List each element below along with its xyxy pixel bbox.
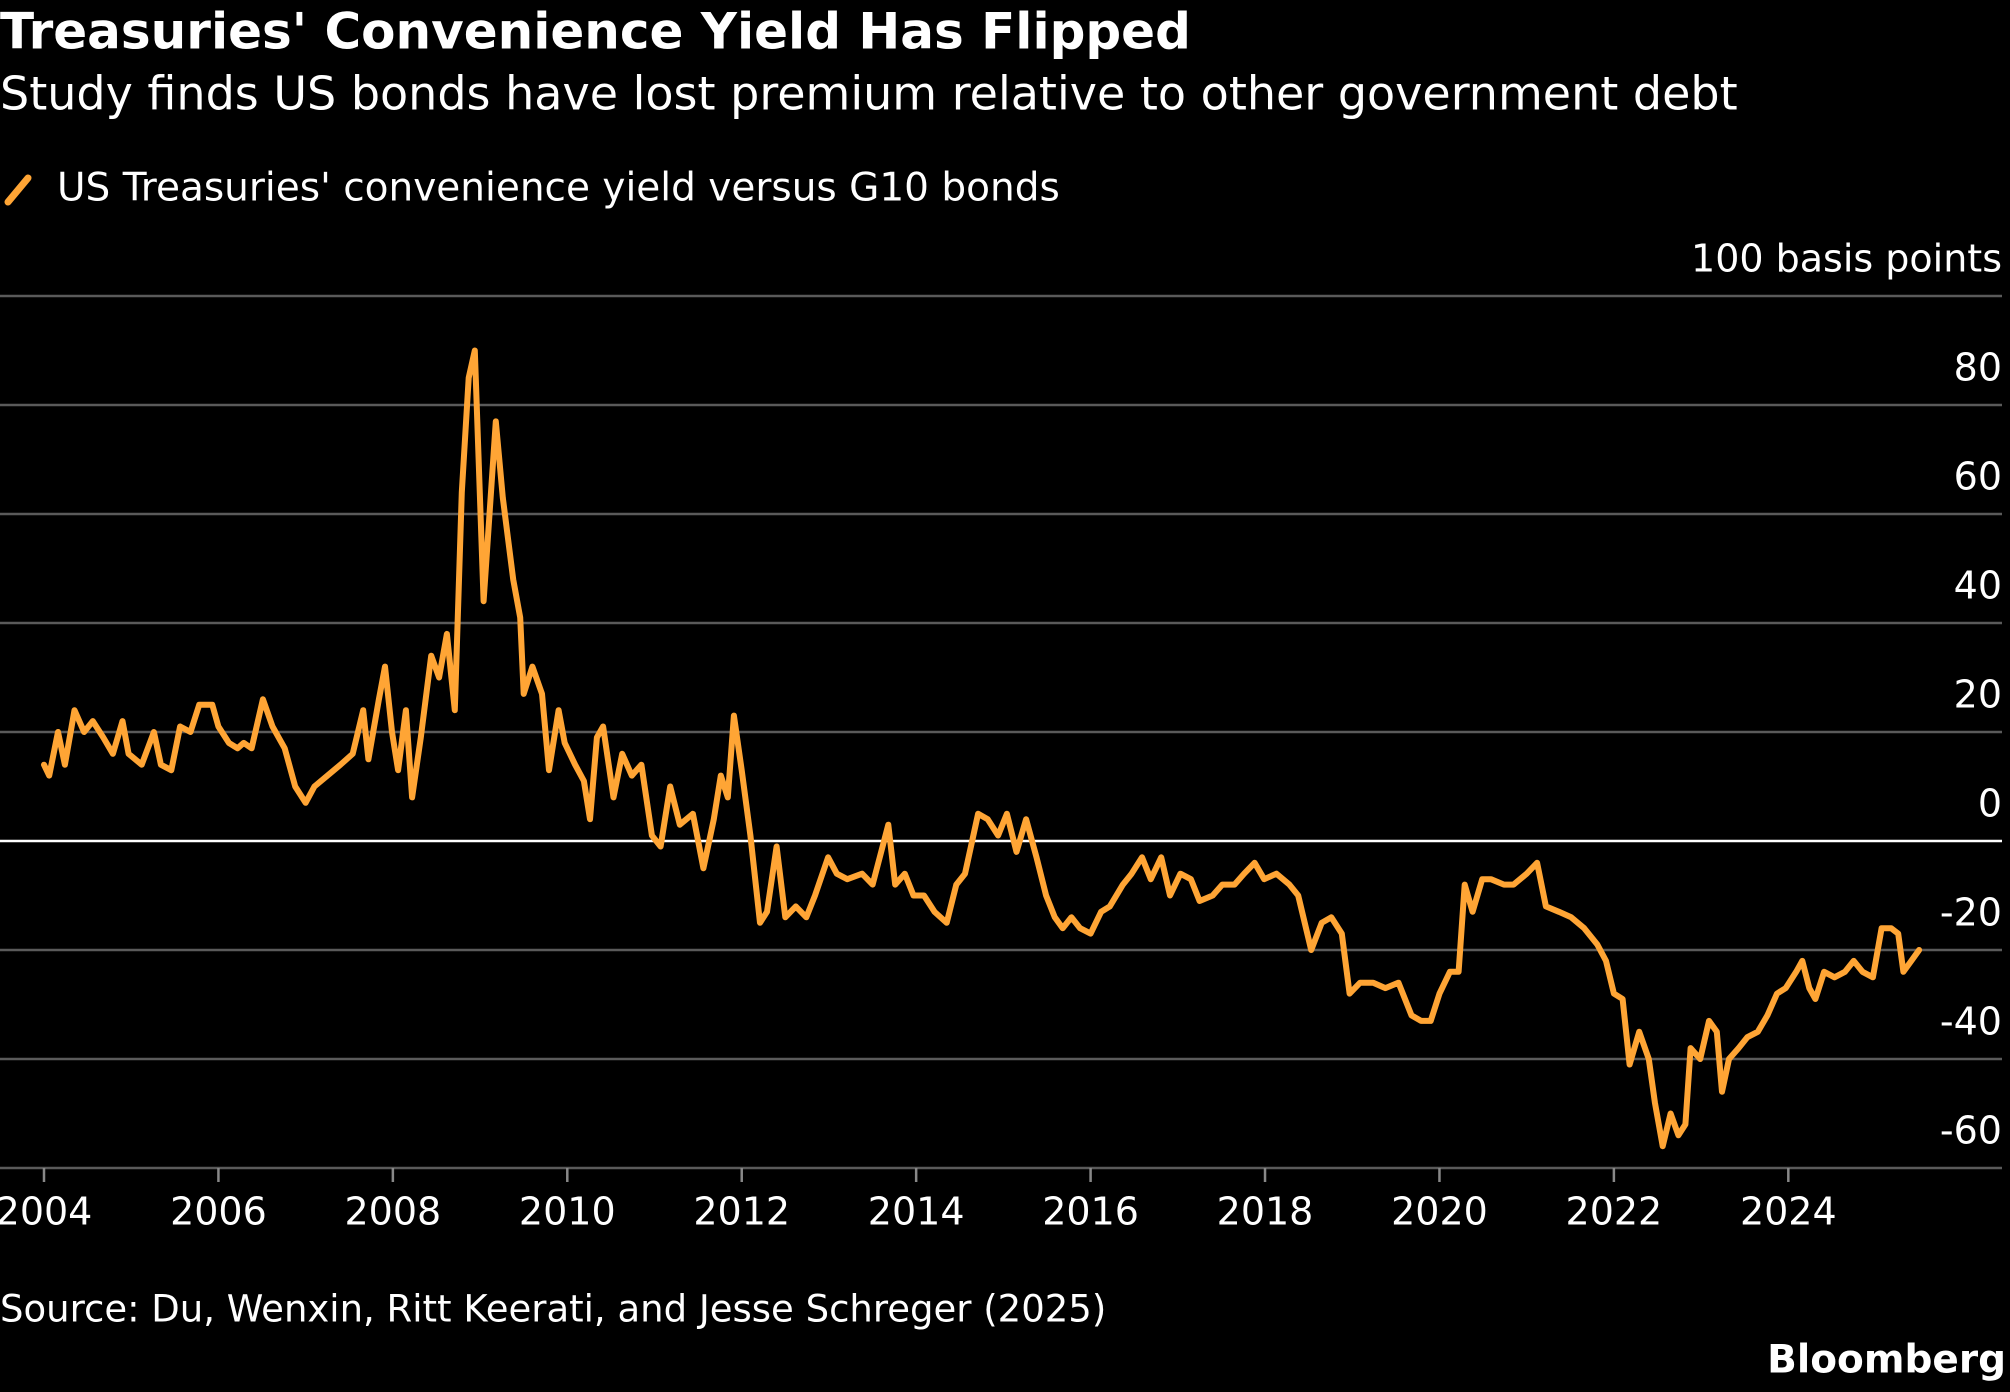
y-tick-label: 60 [1954, 455, 2002, 499]
y-tick-label: 40 [1954, 564, 2002, 608]
legend-swatch [4, 174, 32, 206]
y-tick-label: -40 [1940, 1000, 2002, 1044]
x-tick-label: 2014 [868, 1190, 965, 1234]
chart-subtitle: Study finds US bonds have lost premium r… [0, 67, 1738, 121]
x-tick-label: 2024 [1740, 1190, 1837, 1234]
x-tick-label: 2020 [1391, 1190, 1488, 1234]
x-tick-label: 2022 [1566, 1190, 1663, 1234]
x-tick-label: 2018 [1217, 1190, 1314, 1234]
x-tick-label: 2010 [519, 1190, 616, 1234]
x-tick-label: 2012 [693, 1190, 790, 1234]
chart-title: Treasuries' Convenience Yield Has Flippe… [0, 3, 1191, 61]
x-tick-label: 2016 [1042, 1190, 1139, 1234]
y-tick-label: 80 [1954, 346, 2002, 390]
legend-label: US Treasuries' convenience yield versus … [57, 166, 1060, 211]
y-tick-label: 0 [1978, 782, 2002, 826]
series-line [41, 347, 1923, 1150]
source: Source: Du, Wenxin, Ritt Keerati, and Je… [0, 1288, 1106, 1331]
x-tick-label: 2004 [0, 1190, 92, 1234]
x-tick-label: 2006 [170, 1190, 267, 1234]
y-tick-label: -20 [1940, 891, 2002, 935]
y-tick-label: 20 [1954, 673, 2002, 717]
y-tick-label: -60 [1940, 1109, 2002, 1153]
y-tick-label: 100 basis points [1691, 237, 2002, 281]
brand: Bloomberg [1767, 1338, 2006, 1383]
x-tick-label: 2008 [345, 1190, 442, 1234]
